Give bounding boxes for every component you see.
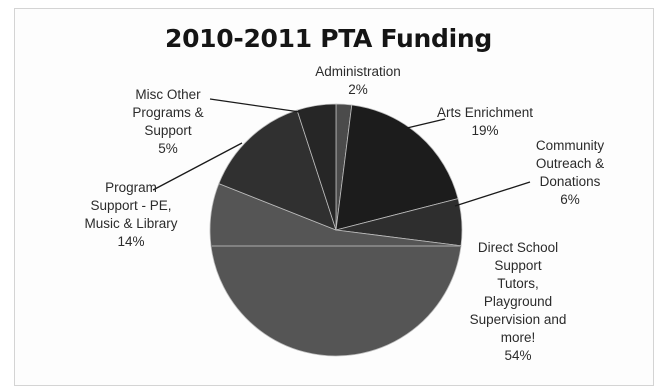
leader-line-program [152, 142, 243, 191]
slice-arts-enrichment [335, 104, 459, 231]
leader-line-misc-other [209, 98, 301, 113]
slice-label-community: Community Outreach & Donations 6% [536, 138, 605, 207]
slice-label-administration: Administration 2% [315, 64, 401, 97]
slice-label-direct-school: Direct School Support Tutors, Playground Sup… [470, 240, 567, 363]
chart-title: 2010-2011 PTA Funding [164, 24, 492, 53]
slice-label-misc-other: Misc Other Programs & Support 5% [132, 87, 203, 156]
slice-misc-other [296, 103, 337, 231]
leader-line-arts-enrichment [406, 118, 446, 129]
slice-label-arts-enrichment: Arts Enrichment 19% [437, 105, 533, 138]
leader-line-community [454, 181, 531, 207]
slice-label-program: Program Support - PE, Music & Library 14% [84, 180, 177, 249]
slice-direct-school [209, 183, 462, 357]
